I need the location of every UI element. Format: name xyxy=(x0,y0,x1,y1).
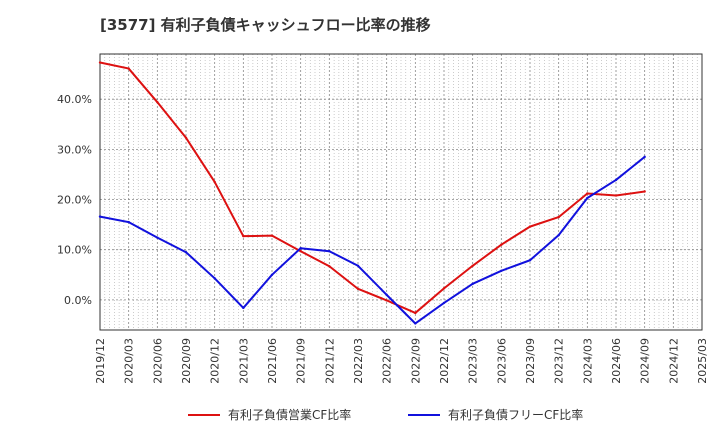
y-tick-label: 20.0% xyxy=(57,194,92,207)
x-tick-label: 2023/09 xyxy=(524,338,537,384)
data-point xyxy=(213,277,216,280)
x-tick-label: 2020/12 xyxy=(209,338,222,384)
x-tick-label: 2021/06 xyxy=(266,338,279,384)
data-point xyxy=(299,250,302,253)
data-point xyxy=(270,273,274,276)
data-point xyxy=(356,287,360,291)
data-point xyxy=(299,247,302,250)
x-tick-label: 2019/12 xyxy=(94,338,107,384)
data-point xyxy=(586,196,589,200)
data-point xyxy=(356,264,360,267)
legend-label-1: 有利子負債営業CF比率 xyxy=(228,407,351,422)
data-point xyxy=(270,234,274,237)
data-point xyxy=(557,233,560,237)
data-point xyxy=(98,215,102,218)
x-tick-label: 2024/12 xyxy=(667,338,680,384)
data-point xyxy=(500,243,503,246)
x-tick-label: 2023/12 xyxy=(553,338,566,384)
x-tick-label: 2023/03 xyxy=(467,338,480,384)
x-tick-label: 2022/12 xyxy=(438,338,451,384)
x-tick-label: 2021/09 xyxy=(295,338,308,384)
data-point xyxy=(643,155,646,159)
x-tick-label: 2022/09 xyxy=(409,338,422,384)
x-tick-label: 2024/06 xyxy=(610,338,623,384)
legend-label-2: 有利子負債フリーCF比率 xyxy=(448,407,583,422)
data-point xyxy=(156,236,159,239)
plot-area: 0.0% 10.0% 20.0% 30.0% 40.0% 2019/12 2020/03 20… xyxy=(57,53,709,384)
x-tick-label: 2020/03 xyxy=(123,338,136,384)
data-point xyxy=(213,180,216,184)
data-point xyxy=(242,234,245,238)
data-point xyxy=(614,194,618,197)
x-tick-label: 2022/06 xyxy=(381,338,394,384)
data-point xyxy=(385,299,388,302)
data-point xyxy=(385,293,388,297)
data-point xyxy=(442,287,446,290)
y-tick-label: 40.0% xyxy=(57,93,92,106)
series-line-2 xyxy=(99,156,646,325)
data-point xyxy=(328,250,331,253)
x-tick-label: 2024/03 xyxy=(581,338,594,384)
data-point xyxy=(414,311,417,315)
x-tick-label: 2023/06 xyxy=(495,338,508,384)
data-point xyxy=(414,322,417,325)
data-point xyxy=(98,61,102,64)
x-tick-label: 2021/12 xyxy=(323,338,336,384)
data-point xyxy=(127,220,130,224)
data-point xyxy=(500,269,503,272)
data-point xyxy=(184,251,188,254)
legend: 有利子負債営業CF比率 有利子負債フリーCF比率 xyxy=(188,407,583,422)
x-tick-label: 2022/03 xyxy=(352,338,365,384)
x-tick-label: 2024/09 xyxy=(639,338,652,384)
x-tick-label: 2021/03 xyxy=(237,338,250,384)
x-tick-label: 2020/09 xyxy=(180,338,193,384)
data-point xyxy=(471,282,474,286)
data-point xyxy=(127,67,130,70)
data-point xyxy=(442,301,446,305)
plot-frame xyxy=(99,53,703,331)
data-point xyxy=(528,259,532,262)
data-point xyxy=(557,215,560,219)
x-tick-label: 2025/03 xyxy=(696,338,709,384)
chart-title: [3577] 有利子負債キャッシュフロー比率の推移 xyxy=(100,16,431,34)
series-line-1 xyxy=(99,61,645,314)
y-tick-label: 30.0% xyxy=(57,143,92,156)
data-point xyxy=(242,306,245,310)
y-tick-label: 10.0% xyxy=(57,244,92,257)
data-point xyxy=(614,178,618,182)
data-point xyxy=(471,264,474,267)
data-point xyxy=(528,225,532,228)
y-tick-label: 0.0% xyxy=(64,294,92,307)
data-point xyxy=(328,265,331,268)
x-tick-label: 2020/06 xyxy=(151,338,164,384)
data-point xyxy=(184,136,188,140)
data-point xyxy=(643,190,646,193)
data-point xyxy=(586,192,589,195)
data-point xyxy=(156,100,159,104)
